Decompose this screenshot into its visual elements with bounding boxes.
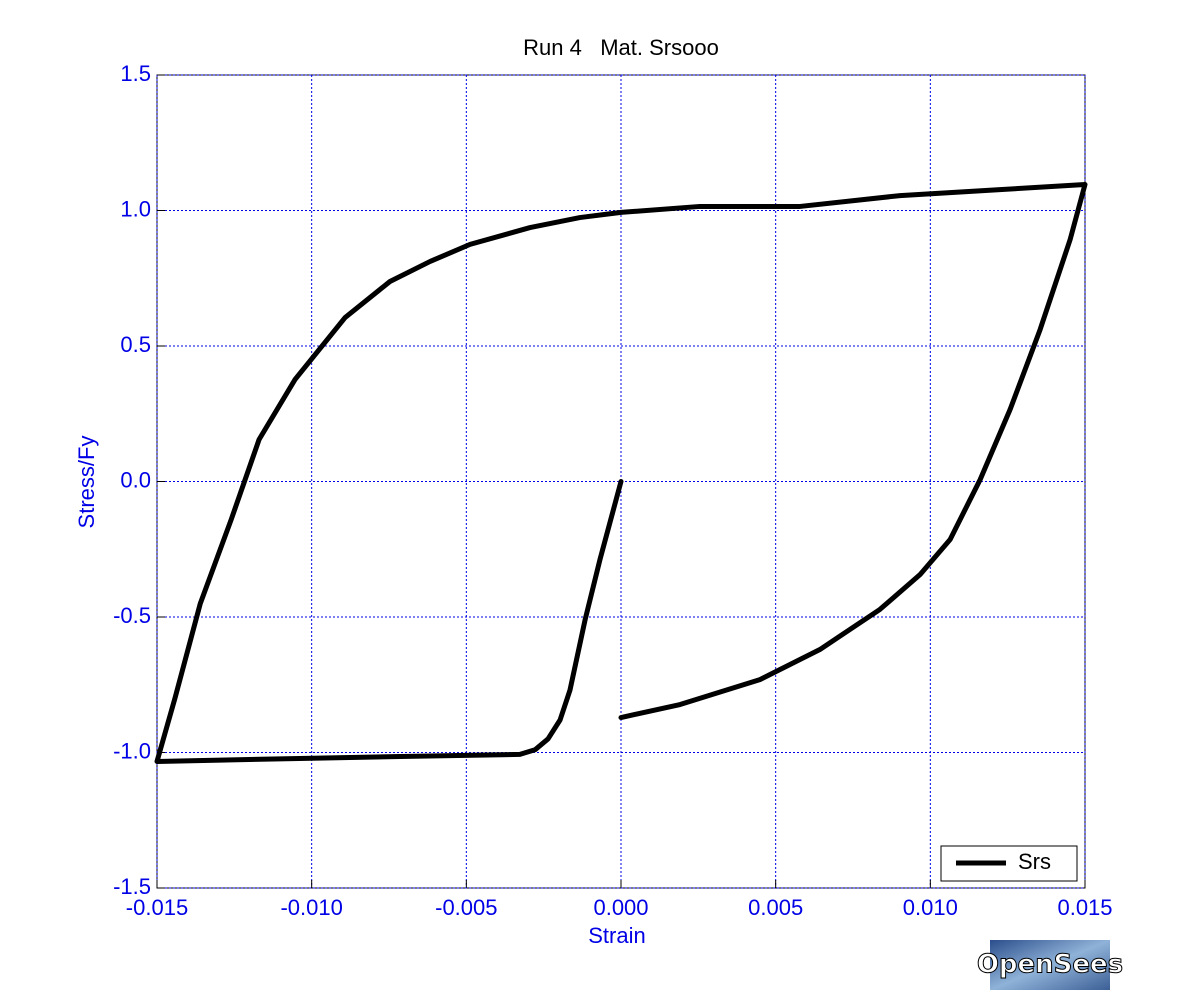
y-tick-label: 1.0 [120,196,151,221]
y-tick-label: -1.0 [113,738,151,763]
chart-title: Run 4 Mat. Srsooo [523,35,719,60]
legend: Srs [940,845,1078,882]
x-tick-label: 0.010 [903,895,958,920]
y-tick-label: 0.0 [120,467,151,492]
x-tick-label: 0.000 [593,895,648,920]
legend-label: Srs [1018,849,1051,874]
y-tick-label: -0.5 [113,603,151,628]
x-tick-label: -0.010 [280,895,342,920]
x-axis-label: Strain [588,923,645,948]
x-tick-label: 0.005 [748,895,803,920]
y-tick-label: -1.5 [113,874,151,899]
x-tick-label: -0.015 [126,895,188,920]
logo-text: OpenSees [977,950,1123,980]
series-line [154,181,1088,764]
logo: OpenSees [976,940,1124,990]
y-tick-label: 1.5 [120,61,151,86]
lines [154,181,1088,764]
logo-background [990,940,1110,990]
x-tick-label: 0.015 [1057,895,1112,920]
x-tick-label: -0.005 [435,895,497,920]
y-tick-label: 0.5 [120,332,151,357]
y-axis-label: Stress/Fy [74,436,99,529]
